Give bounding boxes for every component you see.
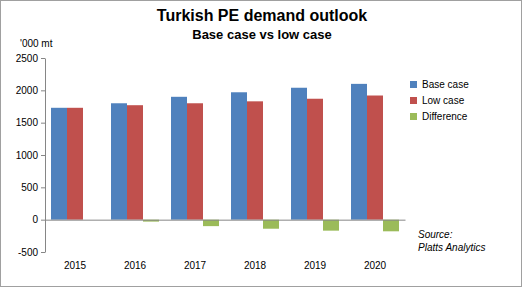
- y-tick-label: 0: [32, 214, 38, 225]
- x-tick: 2015: [64, 220, 87, 271]
- bar: [51, 108, 67, 220]
- bar: [127, 105, 143, 219]
- bar: [383, 220, 399, 232]
- x-axis: 2015 2016 2017 2018 2019 2020: [46, 220, 406, 271]
- x-tick-label: 2018: [244, 260, 267, 271]
- y-axis-label: '000 mt: [20, 38, 53, 49]
- y-tick-mark: [41, 252, 45, 253]
- x-tick-label: 2020: [364, 260, 387, 271]
- legend-label: Difference: [422, 111, 468, 122]
- bar: [111, 103, 127, 219]
- x-tick-label: 2015: [64, 260, 87, 271]
- y-tick: 500: [21, 182, 45, 193]
- x-tick: 2017: [184, 220, 207, 271]
- y-tick-mark: [41, 123, 45, 124]
- legend-swatch: [410, 97, 417, 104]
- subtitle: Base case vs low case: [192, 27, 332, 42]
- legend-swatch: [410, 81, 417, 88]
- x-tick-label: 2016: [124, 260, 147, 271]
- y-tick-label: 1500: [16, 117, 39, 128]
- y-tick: 1000: [16, 150, 45, 161]
- bar: [351, 84, 367, 220]
- source-note: Platts Analytics: [418, 242, 485, 253]
- y-tick-mark: [41, 90, 45, 91]
- x-tick-label: 2017: [184, 260, 207, 271]
- y-axis-line: [45, 59, 46, 253]
- title: Turkish PE demand outlook: [157, 7, 367, 24]
- y-tick: 2500: [16, 53, 45, 64]
- y-tick-label: 2000: [16, 85, 39, 96]
- x-tick: 2019: [304, 220, 327, 271]
- bar: [171, 97, 187, 220]
- x-tick: 2016: [124, 220, 147, 271]
- y-tick-label: 2500: [16, 53, 39, 64]
- y-tick-mark: [41, 187, 45, 188]
- y-tick: 1500: [16, 117, 45, 128]
- legend-swatch: [410, 113, 417, 120]
- bar: [187, 103, 203, 219]
- legend-label: Low case: [422, 95, 465, 106]
- x-tick: 2020: [364, 220, 387, 271]
- y-tick: -500: [18, 247, 45, 258]
- y-tick-label: 1000: [16, 150, 39, 161]
- y-tick: 0: [32, 214, 45, 225]
- y-tick-label: -500: [18, 247, 38, 258]
- legend-label: Base case: [422, 79, 469, 90]
- chart-border: [1, 1, 522, 287]
- bar: [367, 96, 383, 220]
- y-tick-mark: [41, 220, 45, 221]
- bar: [231, 92, 247, 219]
- bar: [67, 108, 83, 220]
- x-tick-label: 2019: [304, 260, 327, 271]
- y-tick-mark: [41, 58, 45, 59]
- x-tick: 2018: [244, 220, 267, 271]
- bars: [51, 84, 399, 231]
- legend-item: Difference: [410, 111, 468, 122]
- y-tick: 2000: [16, 85, 45, 96]
- bar: [263, 220, 279, 229]
- x-axis-line: [46, 220, 406, 221]
- y-axis: -500 0 500 1000 1500 2000 2500: [16, 53, 46, 258]
- legend-item: Low case: [410, 95, 465, 106]
- chart: Turkish PE demand outlook Base case vs lo…: [0, 0, 522, 287]
- bar: [291, 88, 307, 220]
- y-tick-mark: [41, 155, 45, 156]
- bar: [247, 101, 263, 219]
- bar: [323, 220, 339, 231]
- source-note: Source:: [418, 229, 453, 240]
- legend: Base case Low case Difference: [410, 79, 469, 122]
- bar: [307, 99, 323, 220]
- legend-item: Base case: [410, 79, 469, 90]
- y-tick-label: 500: [21, 182, 38, 193]
